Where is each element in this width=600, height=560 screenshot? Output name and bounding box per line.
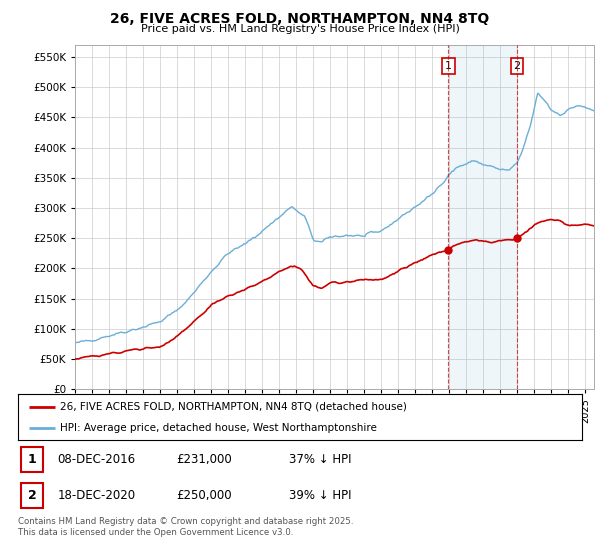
- Bar: [448, 45, 517, 389]
- FancyBboxPatch shape: [21, 483, 43, 508]
- Text: 1: 1: [445, 61, 452, 71]
- Text: 26, FIVE ACRES FOLD, NORTHAMPTON, NN4 8TQ (detached house): 26, FIVE ACRES FOLD, NORTHAMPTON, NN4 8T…: [60, 402, 407, 412]
- FancyBboxPatch shape: [21, 447, 43, 472]
- Text: HPI: Average price, detached house, West Northamptonshire: HPI: Average price, detached house, West…: [60, 423, 377, 433]
- Text: 18-DEC-2020: 18-DEC-2020: [58, 489, 136, 502]
- Text: 2: 2: [28, 489, 37, 502]
- Text: £231,000: £231,000: [176, 453, 232, 466]
- Text: 1: 1: [28, 453, 37, 466]
- Text: Price paid vs. HM Land Registry's House Price Index (HPI): Price paid vs. HM Land Registry's House …: [140, 24, 460, 34]
- Text: 26, FIVE ACRES FOLD, NORTHAMPTON, NN4 8TQ: 26, FIVE ACRES FOLD, NORTHAMPTON, NN4 8T…: [110, 12, 490, 26]
- Text: Contains HM Land Registry data © Crown copyright and database right 2025.
This d: Contains HM Land Registry data © Crown c…: [18, 517, 353, 537]
- Text: 37% ↓ HPI: 37% ↓ HPI: [289, 453, 351, 466]
- Text: 08-DEC-2016: 08-DEC-2016: [58, 453, 136, 466]
- Text: £250,000: £250,000: [176, 489, 232, 502]
- Text: 2: 2: [514, 61, 520, 71]
- Text: 39% ↓ HPI: 39% ↓ HPI: [289, 489, 351, 502]
